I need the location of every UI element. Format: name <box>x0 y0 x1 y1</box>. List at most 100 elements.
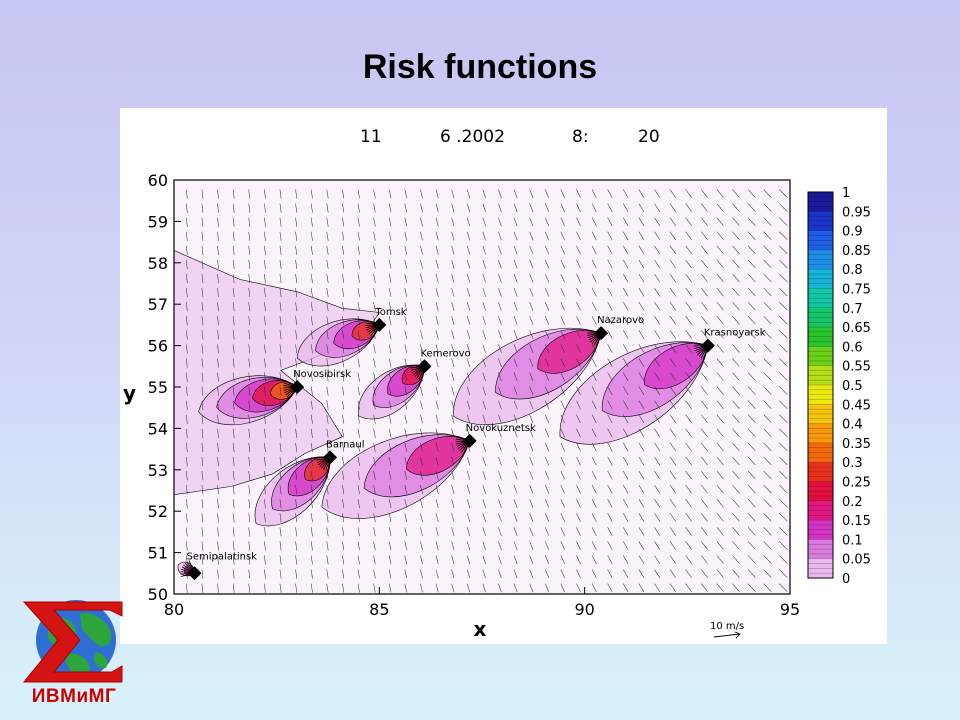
wind-vector <box>388 569 392 579</box>
wind-vector <box>779 470 788 480</box>
wind-vector <box>747 231 756 240</box>
wind-vector <box>701 456 708 466</box>
wind-vector <box>732 344 740 353</box>
wind-vector <box>529 555 534 565</box>
wind-vector <box>747 203 756 212</box>
wind-vector <box>357 442 360 452</box>
wind-vector <box>763 245 772 255</box>
wind-vector <box>451 456 455 466</box>
wind-vector <box>388 316 392 326</box>
wind-vector <box>186 344 188 354</box>
wind-vector <box>264 302 266 312</box>
wind-vector <box>186 245 188 256</box>
wind-vector <box>248 358 251 368</box>
background-risk-region <box>174 250 380 495</box>
wind-vector <box>373 442 376 452</box>
wind-vector <box>295 471 298 481</box>
wind-vector <box>623 231 629 241</box>
wind-vector <box>779 414 788 423</box>
wind-vector <box>326 217 329 227</box>
wind-vector <box>217 231 219 241</box>
wind-vector <box>201 259 204 270</box>
wind-vector <box>654 189 661 198</box>
wind-vector <box>326 203 329 213</box>
wind-vector <box>451 527 455 537</box>
wind-vector <box>701 428 708 438</box>
wind-vector <box>435 386 439 396</box>
wind-vector <box>482 330 486 339</box>
wind-vector <box>264 499 266 509</box>
wind-vector <box>638 316 645 325</box>
colorbar-label: 0.4 <box>842 418 863 433</box>
wind-vector <box>420 414 423 424</box>
wind-vector <box>560 245 565 255</box>
wind-vector <box>716 442 724 452</box>
wind-vector <box>466 189 471 199</box>
wind-vector <box>498 273 502 283</box>
wind-vector <box>685 442 692 452</box>
wind-vector <box>373 499 376 509</box>
wind-vector <box>529 344 534 353</box>
wind-vector <box>544 203 550 213</box>
wind-vector <box>763 555 772 564</box>
wind-vector <box>685 499 692 508</box>
wind-vector <box>451 203 455 213</box>
wind-vector <box>576 372 581 382</box>
wind-vector <box>435 316 439 325</box>
wind-vector <box>747 541 756 550</box>
wind-vector <box>669 513 676 522</box>
wind-vector <box>279 344 282 354</box>
wind-vector <box>763 527 772 536</box>
colorbar-label: 0.25 <box>842 476 871 491</box>
wind-vector <box>638 203 645 213</box>
wind-vector <box>326 372 329 382</box>
colorbar-segment <box>808 269 833 289</box>
y-tick-label: 58 <box>148 254 168 273</box>
wind-vector <box>357 358 360 368</box>
wind-vector <box>420 386 423 396</box>
wind-vector <box>264 245 266 255</box>
wind-vector <box>232 203 235 213</box>
wind-vector <box>669 470 676 480</box>
wind-vector <box>357 513 360 523</box>
wind-vector <box>576 569 581 579</box>
wind-vector <box>623 259 629 269</box>
wind-vector <box>279 330 282 340</box>
wind-vector <box>326 555 329 565</box>
wind-vector <box>310 471 313 481</box>
wind-vector <box>560 302 565 311</box>
wind-vector <box>716 499 724 508</box>
wind-vector <box>373 231 376 241</box>
wind-vector <box>248 442 251 453</box>
wind-vector <box>264 513 266 523</box>
wind-vector <box>279 288 282 298</box>
wind-vector <box>623 470 629 480</box>
wind-scale-label: 10 m/s <box>710 621 744 632</box>
background-risk-layer <box>174 250 380 495</box>
wind-vector <box>685 372 692 381</box>
wind-vector <box>279 428 282 438</box>
wind-vector <box>669 541 676 550</box>
colorbar-border <box>807 191 834 579</box>
wind-vector <box>654 569 661 578</box>
wind-vector <box>732 245 740 255</box>
wind-vector <box>466 259 471 269</box>
wind-vector <box>716 569 724 578</box>
wind-vector <box>591 245 597 255</box>
wind-vector <box>638 513 645 522</box>
wind-vector <box>217 330 219 340</box>
wind-vector <box>326 428 329 438</box>
wind-vector <box>669 259 676 269</box>
wind-vector <box>232 316 235 326</box>
wind-vector <box>513 513 518 522</box>
wind-vector <box>232 386 235 396</box>
wind-vector <box>669 344 676 353</box>
wind-vector <box>264 372 266 382</box>
wind-vector <box>685 203 692 212</box>
wind-vector <box>404 555 408 565</box>
wind-vector <box>498 485 502 494</box>
wind-vector <box>544 485 550 494</box>
wind-vector <box>576 287 581 297</box>
wind-vector <box>732 470 740 480</box>
wind-vector <box>482 287 486 297</box>
